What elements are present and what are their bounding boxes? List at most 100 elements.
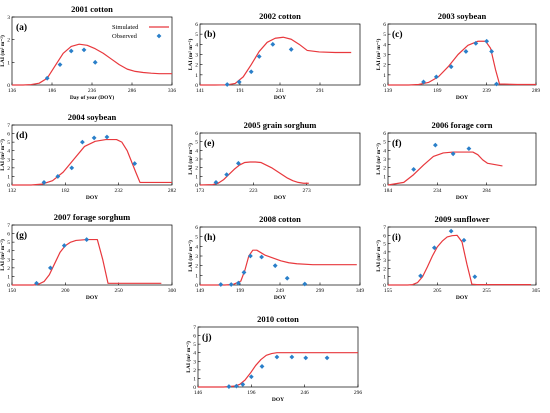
observed-point	[472, 274, 478, 280]
x-tick-label: 296	[354, 390, 363, 396]
y-tick-label: 3	[7, 257, 10, 263]
y-tick-label: 2	[195, 166, 198, 172]
chart-panel: 2009 sunflower (i) 0 1 2 3 4 5 6 7 155 205 255 305 DOY…	[375, 214, 540, 301]
x-axis-label: DOY	[456, 295, 468, 301]
observed-point	[421, 79, 426, 85]
y-tick-label: 0	[195, 83, 198, 89]
observed-point	[448, 228, 454, 234]
y-tick-label: 4	[383, 42, 386, 48]
y-tick-label: 2	[193, 368, 196, 374]
observed-point	[433, 74, 439, 80]
panel-label: (d)	[16, 130, 28, 141]
observed-point	[259, 364, 265, 369]
observed-point	[84, 237, 90, 242]
x-tick-label: 286	[128, 88, 137, 94]
x-tick-label: 349	[356, 288, 365, 294]
simulated-line	[12, 43, 172, 86]
y-tick-label: 0	[195, 183, 198, 189]
simulated-line	[387, 151, 503, 186]
y-tick-label: 6	[7, 232, 10, 238]
y-tick-label: 6	[383, 131, 386, 137]
y-tick-label: 3	[195, 53, 198, 59]
observed-point	[81, 47, 87, 53]
x-axis-label: DOY	[274, 95, 286, 101]
observed-point	[463, 49, 469, 54]
plot-frame	[11, 124, 173, 186]
observed-point	[80, 139, 85, 145]
x-tick-label: 273	[303, 188, 312, 194]
y-tick-label: 1	[7, 174, 10, 180]
observed-point	[270, 41, 276, 47]
x-tick-label: 250	[115, 288, 124, 294]
simulated-line	[199, 161, 309, 186]
observed-point	[218, 282, 224, 287]
observed-point	[248, 253, 253, 259]
y-tick-label: 7	[7, 123, 10, 129]
observed-point	[484, 38, 490, 44]
simulated-line	[198, 352, 358, 388]
y-tick-label: 1	[195, 174, 198, 180]
y-tick-label: 1	[195, 73, 198, 79]
observed-point	[213, 180, 219, 185]
observed-point	[236, 79, 242, 85]
simulated-line	[388, 40, 536, 86]
x-tick-label: 189	[433, 88, 442, 94]
simulated-line	[200, 36, 352, 86]
observed-point	[248, 69, 254, 75]
y-tick-label: 3	[7, 157, 10, 163]
y-axis-label: LAI (m² m⁻²)	[375, 39, 382, 71]
observed-point	[224, 172, 230, 177]
x-axis-label: Day of year (DOY)	[70, 94, 115, 101]
plot-frame	[387, 226, 537, 286]
y-tick-label: 6	[195, 225, 198, 231]
observed-point	[256, 54, 262, 59]
chart-panel: 2001 cotton (a) 0 1 2 3 136 186 236 286 336 Day of …	[0, 4, 176, 101]
y-tick-label: 0	[7, 183, 10, 189]
y-axis-label: LAI (m² m⁻²)	[0, 35, 6, 67]
plot-frame	[199, 23, 361, 86]
y-tick-label: 5	[383, 32, 386, 38]
y-tick-label: 7	[7, 223, 10, 229]
y-tick-label: 6	[7, 132, 10, 138]
observed-point	[272, 263, 278, 269]
x-tick-label: 141	[196, 88, 205, 94]
observed-point	[489, 49, 494, 54]
x-tick-label: 186	[48, 88, 57, 94]
y-tick-label: 4	[383, 148, 386, 154]
y-tick-label: 3	[195, 157, 198, 163]
y-tick-label: 6	[195, 131, 198, 137]
observed-point	[61, 243, 67, 248]
y-tick-label: 2	[383, 266, 386, 272]
observed-point	[274, 354, 280, 360]
observed-point	[448, 64, 454, 70]
x-tick-label: 246	[301, 390, 310, 396]
x-tick-label: 300	[168, 288, 177, 294]
y-tick-label: 1	[193, 376, 196, 382]
plot-frame	[387, 23, 537, 86]
observed-point	[236, 160, 241, 166]
y-tick-label: 5	[193, 342, 196, 348]
y-tick-label: 0	[383, 283, 386, 289]
simulated-line	[388, 234, 532, 286]
x-axis-label: DOY	[86, 195, 98, 201]
plot-frame	[11, 16, 173, 86]
x-tick-label: 236	[88, 88, 97, 94]
y-tick-label: 5	[7, 140, 10, 146]
x-tick-label: 199	[236, 288, 245, 294]
observed-point	[473, 40, 479, 46]
observed-point	[48, 265, 53, 271]
x-tick-label: 239	[483, 88, 492, 94]
observed-point	[236, 280, 241, 286]
y-tick-label: 3	[383, 258, 386, 264]
y-tick-label: 2	[195, 264, 198, 270]
y-tick-label: 4	[195, 148, 198, 154]
observed-point	[259, 254, 264, 260]
panel-label: (i)	[392, 232, 401, 243]
x-tick-label: 223	[249, 188, 258, 194]
legend-simulated-label: Simulated	[112, 24, 139, 31]
y-tick-label: 4	[383, 250, 386, 256]
observed-point	[224, 82, 230, 87]
x-tick-label: 291	[316, 88, 325, 94]
y-tick-label: 0	[383, 83, 386, 89]
